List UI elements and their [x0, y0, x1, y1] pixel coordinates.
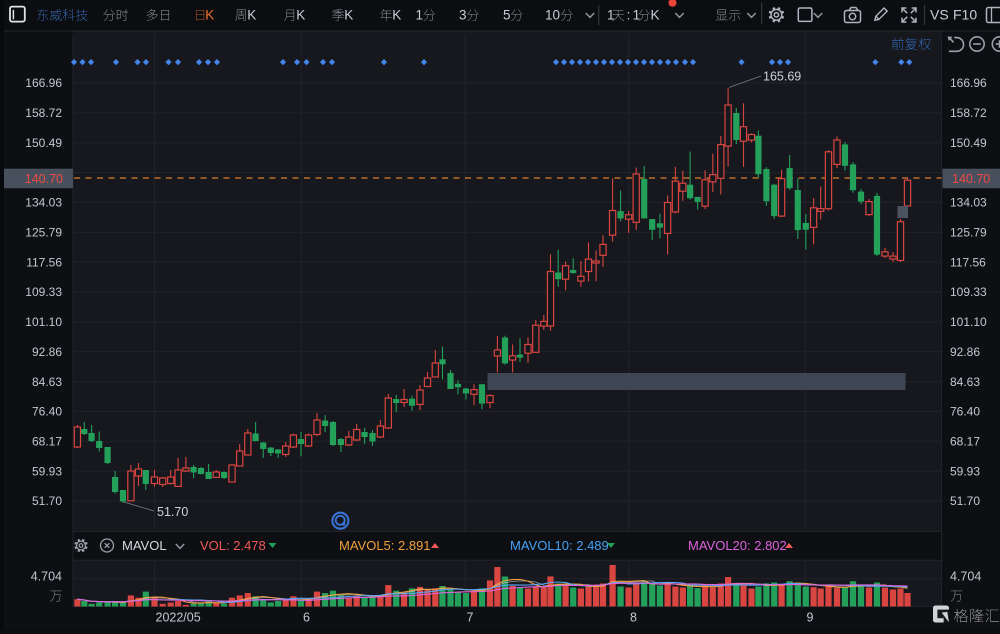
- svg-text:59.93: 59.93: [32, 464, 62, 478]
- svg-text:5: 5: [503, 7, 511, 22]
- svg-text:VS: VS: [930, 6, 949, 22]
- svg-text:134.03: 134.03: [950, 196, 987, 210]
- svg-text:166.96: 166.96: [25, 76, 62, 90]
- svg-text:51.70: 51.70: [157, 505, 188, 519]
- svg-text:F10: F10: [953, 6, 977, 22]
- svg-text:K: K: [651, 7, 660, 22]
- svg-text:9: 9: [807, 611, 814, 625]
- svg-text:84.63: 84.63: [950, 375, 980, 389]
- svg-text:K: K: [205, 7, 214, 22]
- svg-text:125.79: 125.79: [25, 225, 62, 239]
- svg-text:K: K: [344, 7, 353, 22]
- svg-text:1: 1: [633, 7, 641, 22]
- svg-text:MAVOL10: 2.489: MAVOL10: 2.489: [510, 538, 609, 553]
- svg-text::: :: [627, 7, 631, 22]
- svg-text:92.86: 92.86: [32, 345, 62, 359]
- svg-text:150.49: 150.49: [950, 136, 987, 150]
- svg-text:7: 7: [467, 611, 474, 625]
- svg-text:6: 6: [303, 611, 310, 625]
- svg-text:140.70: 140.70: [952, 172, 990, 186]
- svg-text:101.10: 101.10: [25, 315, 62, 329]
- svg-text:109.33: 109.33: [950, 285, 987, 299]
- svg-text:68.17: 68.17: [950, 434, 980, 448]
- svg-text:K: K: [296, 7, 305, 22]
- svg-text:VOL: 2.478: VOL: 2.478: [200, 538, 266, 553]
- svg-text:MAVOL20: 2.802: MAVOL20: 2.802: [688, 538, 787, 553]
- svg-text:4.704: 4.704: [950, 570, 981, 584]
- svg-text:4.704: 4.704: [31, 570, 62, 584]
- svg-text:150.49: 150.49: [25, 136, 62, 150]
- svg-text:166.96: 166.96: [950, 76, 987, 90]
- svg-text:84.63: 84.63: [32, 375, 62, 389]
- svg-text:K: K: [392, 7, 401, 22]
- svg-text:MAVOL: MAVOL: [122, 538, 167, 553]
- svg-text:68.17: 68.17: [32, 434, 62, 448]
- svg-text:134.03: 134.03: [25, 196, 62, 210]
- svg-text:2022/05: 2022/05: [156, 611, 201, 625]
- svg-text:51.70: 51.70: [32, 494, 62, 508]
- svg-text:8: 8: [630, 611, 637, 625]
- svg-text:125.79: 125.79: [950, 225, 987, 239]
- svg-text:1: 1: [416, 7, 424, 22]
- svg-text:117.56: 117.56: [950, 255, 986, 269]
- svg-text:92.86: 92.86: [950, 345, 980, 359]
- svg-text:109.33: 109.33: [25, 285, 62, 299]
- svg-text:140.70: 140.70: [25, 172, 63, 186]
- svg-text:10: 10: [545, 7, 560, 22]
- svg-text:165.69: 165.69: [763, 70, 801, 84]
- svg-text:76.40: 76.40: [32, 405, 62, 419]
- svg-text:K: K: [247, 7, 256, 22]
- svg-text:101.10: 101.10: [950, 315, 987, 329]
- svg-text:51.70: 51.70: [950, 494, 980, 508]
- svg-text:117.56: 117.56: [26, 255, 62, 269]
- svg-text:158.72: 158.72: [25, 106, 62, 120]
- svg-text:158.72: 158.72: [950, 106, 987, 120]
- svg-text:MAVOL5: 2.891: MAVOL5: 2.891: [339, 538, 431, 553]
- svg-text:59.93: 59.93: [950, 464, 980, 478]
- svg-text:3: 3: [459, 7, 467, 22]
- svg-text:76.40: 76.40: [950, 405, 980, 419]
